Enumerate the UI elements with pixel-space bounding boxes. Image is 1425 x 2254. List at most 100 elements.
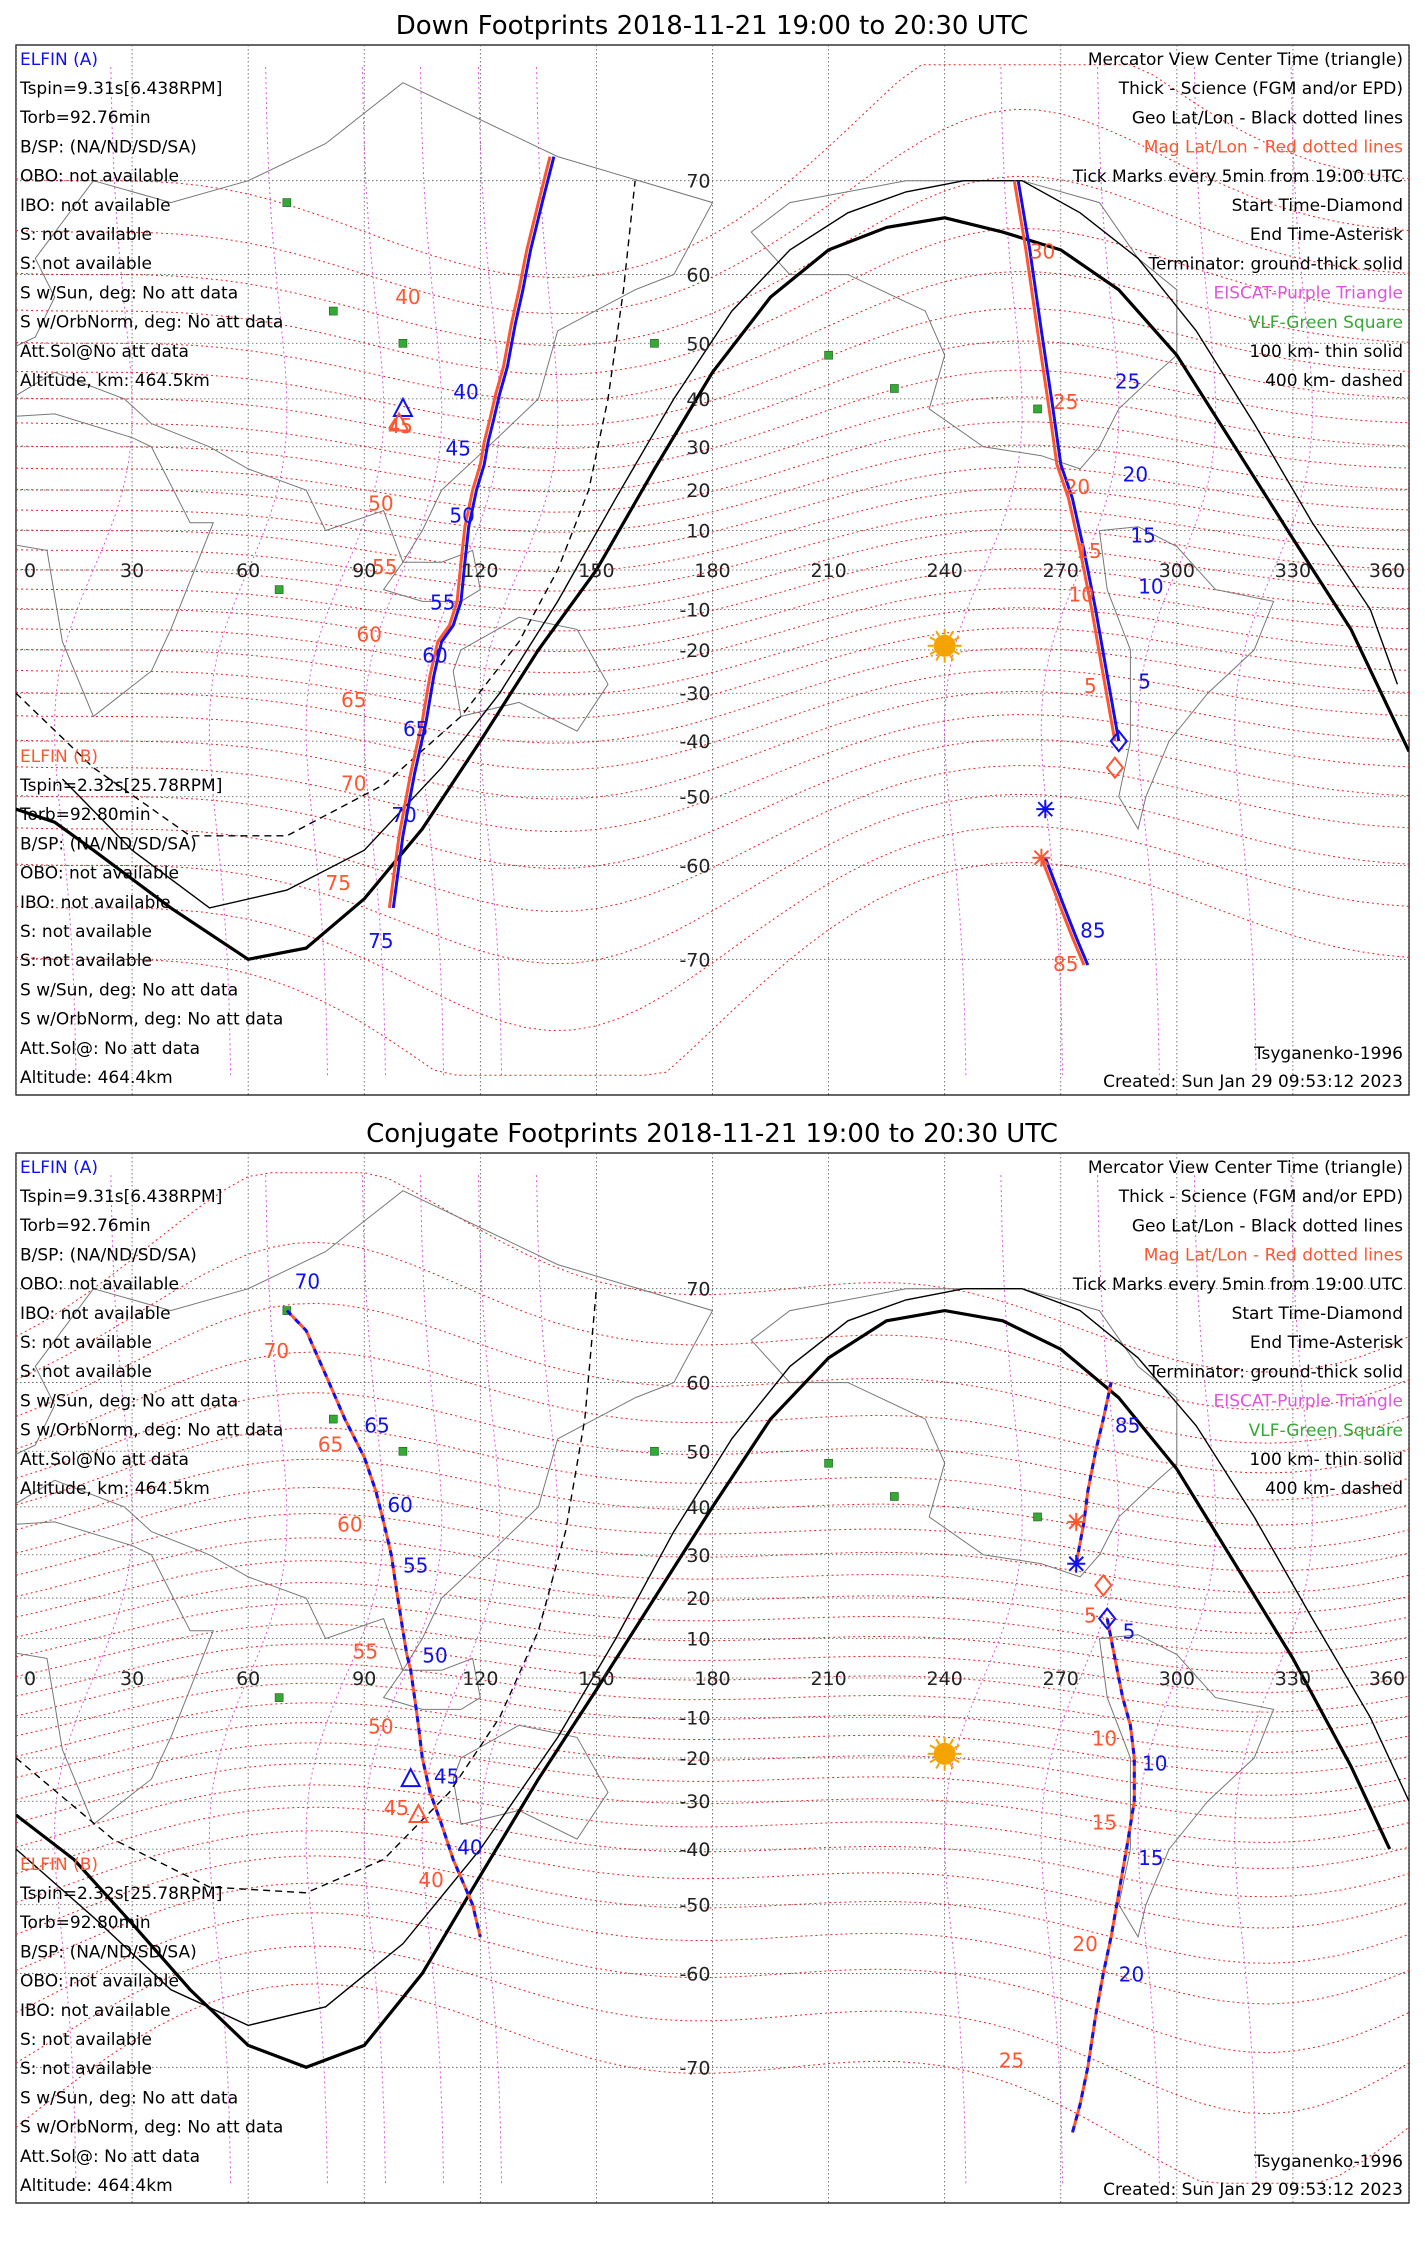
- lat-label: 50: [686, 333, 710, 355]
- tick-label-a: 40: [457, 1835, 482, 1859]
- terminator-100km: [16, 1288, 1409, 2027]
- lat-label: 60: [686, 1373, 710, 1395]
- lat-label: -40: [679, 731, 710, 753]
- sun-icon: [927, 628, 962, 663]
- elfin-a-line: S w/Sun, deg: No att data: [20, 283, 238, 303]
- vlf-square-icon: [398, 1446, 408, 1456]
- tick-label-b: 20: [1065, 475, 1090, 499]
- legend-entry: Start Time-Diamond: [1232, 1304, 1403, 1324]
- elfin-b-line: S: not available: [20, 2059, 152, 2079]
- legend-entry: EISCAT-Purple Triangle: [1213, 1392, 1403, 1412]
- legend-entry: End Time-Asterisk: [1250, 1333, 1403, 1353]
- tick-label-b: 65: [341, 688, 366, 712]
- tick-label-a: 25: [1115, 369, 1140, 393]
- elfin-a-line: S: not available: [20, 1333, 152, 1353]
- vlf-square-icon: [1033, 404, 1042, 414]
- legend-entry: Terminator: ground-thick solid: [1147, 254, 1403, 274]
- elfin-b-line: S w/Sun, deg: No att data: [20, 980, 238, 1000]
- legend-entry: Mercator View Center Time (triangle): [1088, 50, 1403, 70]
- elfin-a-line: Altitude, km: 464.5km: [20, 371, 210, 391]
- vlf-square-icon: [328, 306, 338, 316]
- lat-label: 30: [686, 1545, 710, 1567]
- legend-entry: End Time-Asterisk: [1250, 225, 1403, 245]
- lon-label: 240: [927, 560, 963, 582]
- elfin-b-line: Att.Sol@: No att data: [20, 1039, 200, 1059]
- created-label: Created: Sun Jan 29 09:53:12 2023: [1103, 1072, 1403, 1092]
- terminator-400km: [16, 180, 636, 837]
- tick-label-a: 20: [1119, 1962, 1144, 1986]
- terminator-400km: [16, 1288, 598, 1894]
- elfin-b-name: ELFIN (B): [20, 1855, 98, 1875]
- vlf-square-icon: [1033, 1512, 1042, 1522]
- vlf-square-icon: [328, 1414, 338, 1424]
- lon-label: 0: [24, 560, 36, 582]
- elfin-b-track: [1040, 857, 1086, 966]
- elfin-a-line: Att.Sol@No att data: [20, 1450, 189, 1470]
- tick-label-a: 65: [364, 1413, 389, 1437]
- elfin-a-line: S w/Sun, deg: No att data: [20, 1391, 238, 1411]
- sun-icon: [927, 1736, 962, 1771]
- lon-label: 300: [1159, 1668, 1195, 1690]
- elfin-a-line: B/SP: (NA/ND/SD/SA): [20, 1245, 197, 1265]
- lat-label: 20: [686, 480, 710, 502]
- start-time-diamond-icon: [1109, 729, 1129, 753]
- tick-label-b: 55: [353, 1639, 378, 1663]
- tick-label-b: 85: [1053, 952, 1078, 976]
- vlf-square-icon: [824, 1458, 833, 1468]
- elfin-b-line: IBO: not available: [20, 2001, 171, 2021]
- legend-entry: 100 km- thin solid: [1249, 1450, 1403, 1470]
- lat-label: -50: [679, 1895, 710, 1917]
- lat-label: 10: [686, 521, 710, 543]
- lon-label: 210: [810, 1668, 846, 1690]
- tick-label-b: 45: [384, 1796, 409, 1820]
- mag-grid: [16, 1172, 1409, 2184]
- vlf-square-icon: [398, 338, 408, 348]
- elfin-b-track: [387, 156, 552, 909]
- lat-label: 60: [686, 265, 710, 287]
- vlf-square-icon: [274, 585, 284, 594]
- tick-label-a: 60: [422, 644, 447, 668]
- model-label: Tsyganenko-1996: [1253, 1044, 1403, 1064]
- vlf-square-icon: [282, 198, 292, 207]
- tick-label-a: 5: [1138, 670, 1151, 694]
- tick-label-b: 15: [1076, 539, 1101, 563]
- elfin-a-line: B/SP: (NA/ND/SD/SA): [20, 137, 197, 157]
- elfin-a-line: OBO: not available: [20, 167, 179, 187]
- center-time-triangle-icon: [407, 1802, 430, 1823]
- tick-label-a: 75: [368, 929, 393, 953]
- tick-label-b: 25: [999, 2048, 1024, 2072]
- coastlines: [16, 1190, 1275, 1939]
- elfin-a-track: [1016, 180, 1121, 742]
- elfin-a-line: Tspin=9.31s[6.438RPM]: [19, 1187, 222, 1207]
- lon-label: 60: [236, 560, 260, 582]
- vlf-square-icon: [274, 1693, 284, 1702]
- conjugate-footprints-panel: Conjugate Footprints 2018-11-21 19:00 to…: [15, 1119, 1410, 2204]
- terminator-100km: [61, 180, 1399, 909]
- start-time-diamond-icon: [1105, 756, 1125, 780]
- tick-label-a: 40: [453, 380, 478, 404]
- lat-label: -20: [679, 1748, 710, 1770]
- lat-label: -30: [679, 1791, 710, 1813]
- end-time-asterisk-icon: [1032, 848, 1051, 867]
- elfin-b-line: Tspin=2.32s[25.78RPM]: [19, 1884, 222, 1904]
- elfin-a-line: Torb=92.76min: [19, 108, 151, 128]
- tick-label-b: 40: [395, 285, 420, 309]
- elfin-a-track: [1070, 1618, 1136, 2134]
- legend-entry: Thick - Science (FGM and/or EPD): [1118, 1187, 1403, 1207]
- lon-label: 210: [810, 560, 846, 582]
- center-time-triangle-icon: [400, 1767, 422, 1788]
- lat-label: -70: [679, 2057, 710, 2079]
- tick-label-b: 5: [1084, 1604, 1097, 1628]
- center-time-triangle-icon: [388, 411, 410, 432]
- tick-label-a: 70: [295, 1270, 320, 1294]
- lat-label: -60: [679, 1963, 710, 1985]
- elfin-b-line: S w/OrbNorm, deg: No att data: [20, 1010, 283, 1030]
- elfin-b-track: [1012, 180, 1117, 742]
- lat-label: 50: [686, 1441, 710, 1463]
- tick-label-a: 20: [1123, 463, 1148, 487]
- tick-label-b: 10: [1068, 582, 1093, 606]
- elfin-b-info: ELFIN (B) Tspin=2.32s[25.78RPM] Torb=92.80…: [19, 747, 283, 1088]
- vlf-square-icon: [282, 1306, 292, 1315]
- tick-label-a: 10: [1142, 1752, 1167, 1776]
